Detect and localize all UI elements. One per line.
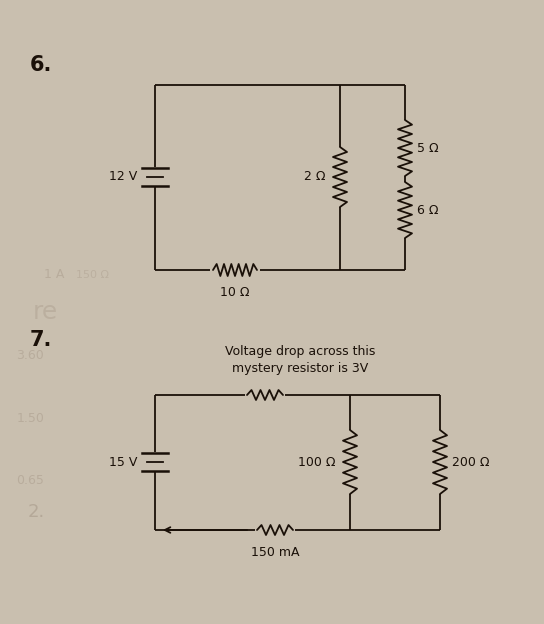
Text: 2.: 2. [27,503,45,520]
Text: 1.50: 1.50 [16,412,44,424]
Text: 2 Ω: 2 Ω [305,170,326,183]
Text: re: re [33,300,58,324]
Text: 5 Ω: 5 Ω [417,142,438,155]
Text: 100 Ω: 100 Ω [299,456,336,469]
Text: 6 Ω: 6 Ω [417,203,438,217]
Text: 10 Ω: 10 Ω [220,286,250,299]
Text: 12 V: 12 V [109,170,137,183]
Text: Voltage drop across this: Voltage drop across this [225,345,375,358]
Text: 1 A: 1 A [44,268,64,281]
Text: 3.60: 3.60 [16,349,44,362]
Text: mystery resistor is 3V: mystery resistor is 3V [232,362,368,375]
Text: 200 Ω: 200 Ω [452,456,490,469]
Text: 0.65: 0.65 [16,474,44,487]
Text: 150 mA: 150 mA [251,546,299,559]
Text: 15 V: 15 V [109,456,137,469]
Text: 7.: 7. [30,330,52,350]
Text: 150 Ω: 150 Ω [76,270,109,280]
Text: 6.: 6. [30,55,52,75]
